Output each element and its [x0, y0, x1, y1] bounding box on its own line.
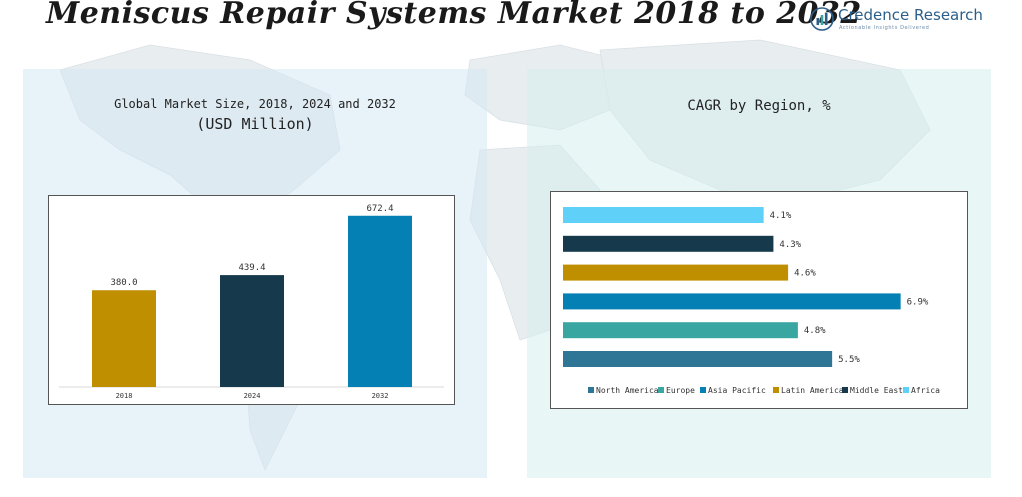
legend-label: Europe [666, 386, 695, 395]
bar-value-label: 672.4 [366, 204, 393, 214]
legend-swatch [903, 387, 909, 393]
market-size-title: Global Market Size, 2018, 2024 and 2032 [114, 97, 396, 111]
legend-label: Latin America [781, 386, 844, 395]
bar-middle-east [563, 235, 774, 252]
cagr-chart-box: 4.1% 4.3% 4.6% 6.9% 4.8% 5.5% North America Eur… [550, 191, 968, 409]
bar-europe [563, 322, 798, 339]
market-size-panel: Global Market Size, 2018, 2024 and 2032 … [23, 69, 487, 478]
bar-2032 [348, 215, 412, 387]
credence-research-logo: Credence Research Actionable Insights De… [810, 4, 990, 34]
bar-2018 [92, 290, 156, 387]
legend-swatch [842, 387, 848, 393]
market-size-chart-box: 380.0 2018 439.4 2024 672.4 2032 [48, 195, 455, 405]
cagr-panel: CAGR by Region, % 4.1% 4.3% 4.6% 6.9% 4.8% 5.… [527, 69, 991, 478]
logo-tagline: Actionable Insights Delivered [839, 25, 930, 31]
legend-label: Africa [911, 386, 940, 395]
cagr-title: CAGR by Region, % [687, 98, 831, 114]
bar-asia-pacific [563, 293, 901, 310]
bar-value-label: 439.4 [238, 263, 265, 273]
legend-label: North America [596, 386, 659, 395]
legend-label: Middle East [850, 386, 903, 395]
legend-swatch [773, 387, 779, 393]
bar-north-america [563, 351, 833, 367]
x-tick-label: 2032 [372, 392, 389, 400]
bar-africa [563, 207, 764, 223]
bar-value-label: 4.1% [770, 211, 792, 221]
x-tick-label: 2018 [116, 392, 133, 400]
x-tick-label: 2024 [244, 392, 261, 400]
bar-value-label: 4.6% [794, 269, 816, 279]
legend-swatch [658, 387, 664, 393]
bar-latin-america [563, 264, 789, 281]
legend-label: Asia Pacific [708, 386, 766, 395]
market-size-unit: (USD Million) [196, 115, 314, 133]
market-size-bar-chart: 380.0 2018 439.4 2024 672.4 2032 [59, 204, 444, 400]
bar-value-label: 5.5% [838, 355, 860, 365]
page-title: Meniscus Repair Systems Market 2018 to 2… [46, 0, 862, 31]
bar-value-label: 6.9% [907, 297, 929, 307]
bar-2024 [220, 275, 284, 387]
bar-value-label: 380.0 [110, 278, 137, 288]
logo-name: Credence Research [838, 6, 983, 24]
legend-swatch [700, 387, 706, 393]
legend-swatch [588, 387, 594, 393]
cagr-horizontal-bar-chart: 4.1% 4.3% 4.6% 6.9% 4.8% 5.5% North America Eur… [563, 207, 940, 395]
bar-chart-logo-icon [810, 7, 834, 31]
bar-value-label: 4.8% [804, 326, 826, 336]
bar-value-label: 4.3% [779, 240, 801, 250]
